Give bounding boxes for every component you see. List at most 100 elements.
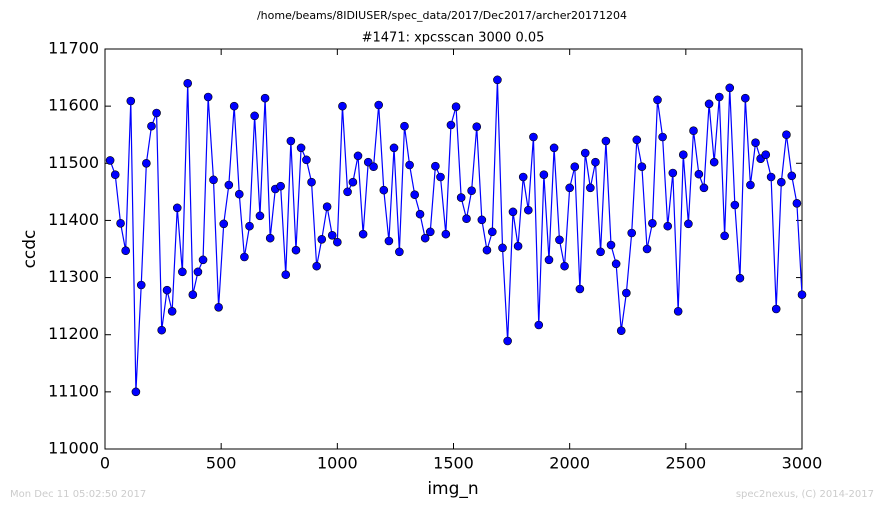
data-point — [622, 288, 631, 298]
x-tick-label: 3000 — [782, 454, 823, 473]
data-line — [109, 79, 803, 392]
data-point — [152, 108, 161, 118]
footer-right: spec2nexus, (C) 2014-2017 — [736, 489, 874, 500]
chart-title: #1471: xpcsscan 3000 0.05 — [362, 31, 545, 46]
data-point — [302, 155, 311, 165]
y-tick-label: 11300 — [48, 267, 99, 286]
data-point — [570, 162, 580, 172]
data-point — [524, 205, 533, 215]
data-point — [126, 96, 136, 106]
data-point — [668, 168, 678, 178]
data-point — [560, 261, 569, 271]
data-point — [136, 280, 146, 290]
data-point — [493, 75, 502, 85]
data-point — [229, 101, 239, 111]
data-point — [513, 241, 523, 251]
data-point — [178, 267, 187, 277]
data-point — [105, 156, 115, 165]
data-point — [761, 150, 771, 160]
data-point — [431, 161, 440, 171]
data-point — [503, 336, 512, 346]
data-point — [616, 326, 626, 336]
data-point — [673, 306, 683, 316]
data-point — [575, 284, 585, 294]
x-tick-label: 2000 — [549, 454, 590, 473]
footer-left: Mon Dec 11 05:02:50 2017 — [10, 489, 146, 500]
data-point — [714, 92, 724, 102]
data-point — [224, 180, 234, 190]
data-point — [446, 120, 456, 130]
data-point — [198, 255, 208, 265]
data-point — [116, 218, 125, 228]
y-tick-label: 11400 — [48, 210, 99, 229]
data-point — [374, 100, 383, 110]
data-point — [240, 252, 249, 262]
data-point — [265, 233, 275, 243]
data-point — [487, 227, 497, 237]
data-point — [472, 122, 482, 132]
header: /home/beams/8IDIUSER/spec_data/2017/Dec2… — [257, 9, 627, 22]
data-point — [648, 218, 657, 228]
data-point — [684, 219, 693, 229]
data-point — [777, 177, 786, 187]
data-point — [420, 233, 430, 243]
data-point — [193, 267, 203, 277]
data-point — [766, 172, 776, 182]
data-point — [353, 151, 363, 161]
data-point — [601, 136, 611, 146]
data-point — [410, 190, 420, 200]
data-point — [534, 320, 544, 330]
data-point — [348, 177, 358, 187]
data-point — [245, 221, 254, 231]
data-point — [606, 240, 616, 250]
x-tick-label: 0 — [100, 454, 110, 473]
data-point — [172, 203, 182, 213]
data-point — [369, 162, 378, 172]
y-tick-label: 11500 — [48, 153, 99, 172]
data-point — [441, 229, 451, 239]
data-point — [611, 259, 621, 269]
data-point — [555, 235, 564, 245]
data-point — [591, 157, 600, 167]
data-point — [183, 78, 193, 88]
data-point — [586, 183, 595, 193]
data-point — [549, 143, 559, 153]
data-point — [699, 183, 709, 193]
data-point — [131, 387, 141, 397]
data-point — [317, 234, 327, 244]
y-tick-label: 11600 — [48, 96, 99, 115]
data-point — [663, 221, 673, 231]
data-point — [343, 187, 352, 197]
data-point — [741, 93, 750, 103]
data-point — [147, 121, 156, 131]
x-tick-label: 1000 — [317, 454, 358, 473]
data-point — [467, 186, 476, 196]
data-point — [110, 170, 120, 180]
data-point — [653, 95, 662, 105]
data-point — [307, 177, 316, 187]
data-point — [276, 181, 285, 191]
data-point — [689, 126, 698, 136]
data-point — [400, 121, 409, 131]
data-point — [188, 290, 198, 300]
data-point — [771, 304, 781, 314]
data-point — [250, 111, 259, 121]
data-point — [529, 132, 538, 142]
data-point — [462, 214, 471, 224]
data-point — [787, 171, 797, 181]
data-point — [281, 270, 291, 280]
data-point — [797, 290, 807, 300]
data-point — [751, 138, 760, 148]
y-tick-label: 11100 — [48, 381, 99, 400]
data-point — [296, 143, 306, 153]
data-point — [792, 198, 802, 208]
y-tick-label: 11200 — [48, 324, 99, 343]
data-point — [544, 255, 554, 265]
data-point — [291, 245, 301, 255]
data-point — [730, 200, 740, 210]
data-point — [709, 157, 719, 167]
data-point — [121, 246, 130, 256]
data-point — [384, 236, 394, 246]
